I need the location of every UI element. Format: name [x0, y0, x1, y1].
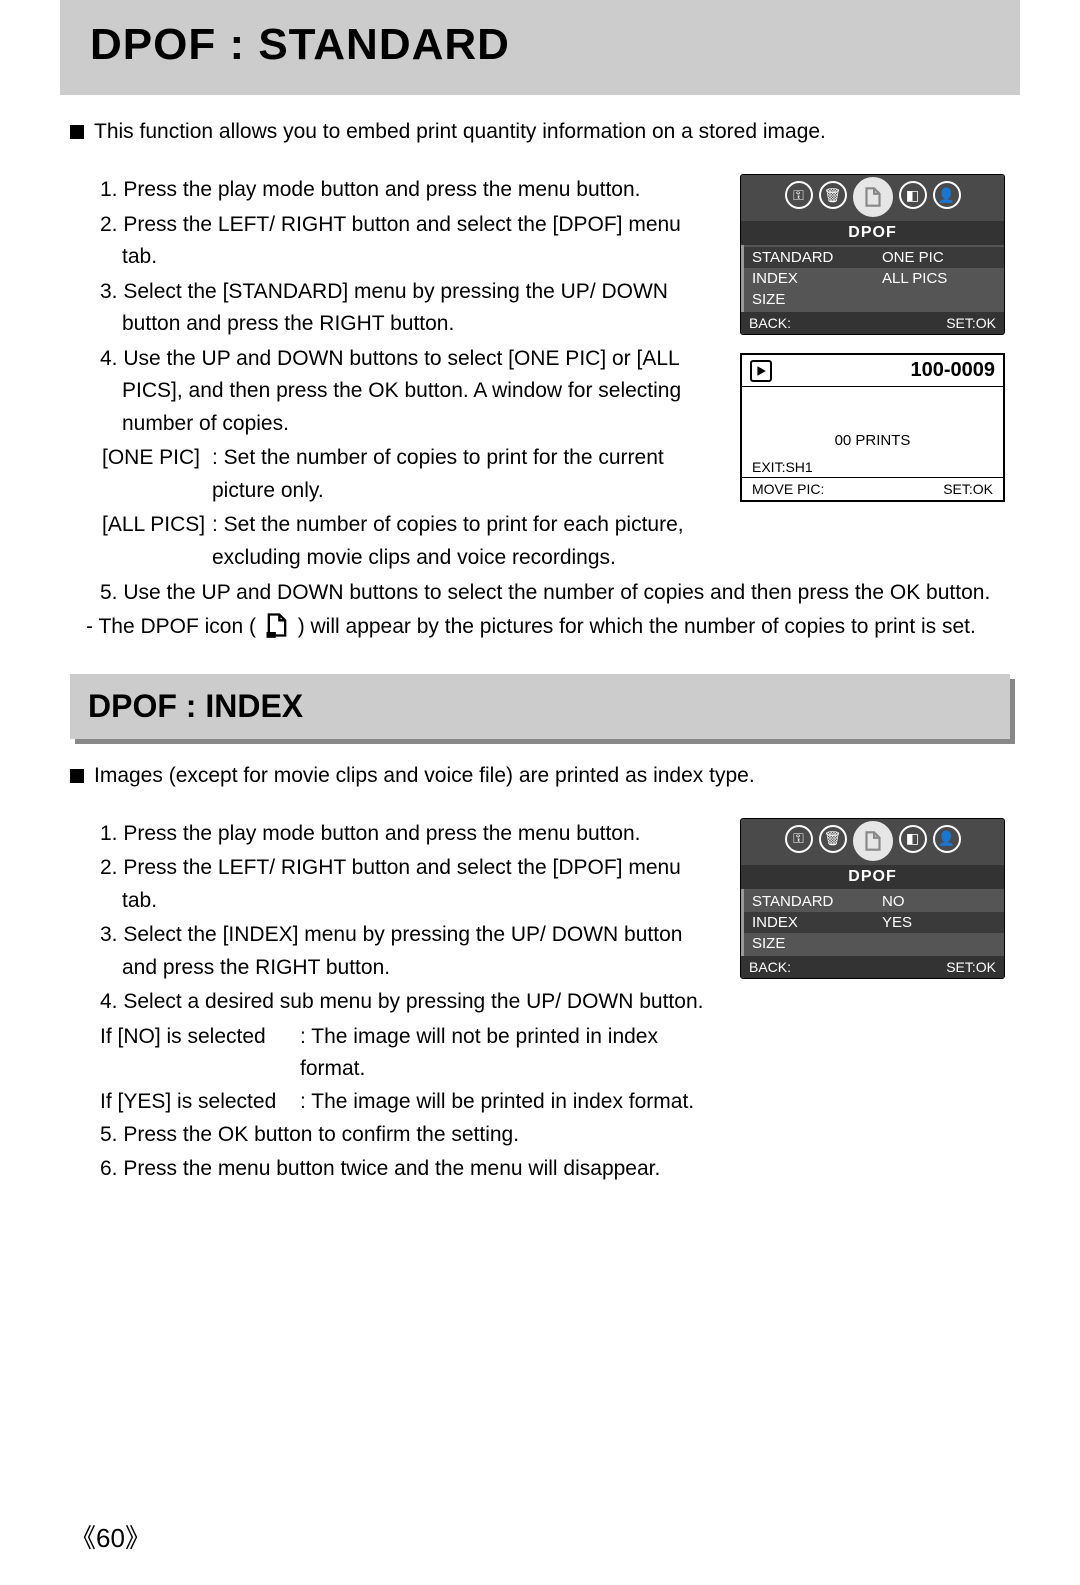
trash-icon: 🗑: [819, 825, 847, 853]
menu-item: ONE PIC: [874, 247, 1004, 268]
dpof-tab-icon: [853, 821, 893, 861]
step: 2. Press the LEFT/ RIGHT button and sele…: [100, 852, 715, 917]
steps-list-2: 1. Press the play mode button and press …: [70, 818, 715, 1019]
intro-line-2: Images (except for movie clips and voice…: [70, 764, 1010, 788]
key-icon: ⚿: [785, 181, 813, 209]
step: 5. Press the OK button to confirm the se…: [100, 1119, 715, 1152]
step: 4. Select a desired sub menu by pressing…: [100, 986, 715, 1019]
menu-header: DPOF: [741, 221, 1004, 245]
menu-item: INDEX: [744, 912, 874, 933]
if-val: : The image will not be printed in index…: [300, 1021, 715, 1086]
section-title-standard: DPOF : STANDARD: [60, 0, 1020, 95]
footer-back: BACK:: [749, 959, 791, 975]
menu-item: SIZE: [744, 933, 874, 954]
sub-key: [ALL PICS]: [102, 509, 212, 574]
menu-item: STANDARD: [744, 247, 874, 268]
if-row: If [NO] is selected : The image will not…: [70, 1021, 715, 1086]
dpof-tab-icon: [853, 177, 893, 217]
menu-header: DPOF: [741, 865, 1004, 889]
square-bullet-icon: [70, 769, 84, 783]
menu-item: SIZE: [744, 289, 874, 310]
dpof-doc-icon: [262, 611, 292, 639]
step: 3. Select the [STANDARD] menu by pressin…: [100, 276, 715, 341]
sub-definition: [ONE PIC] : Set the number of copies to …: [70, 442, 715, 507]
footer-set: SET:OK: [943, 481, 993, 497]
footer-set: SET:OK: [946, 959, 996, 975]
step: 4. Use the UP and DOWN buttons to select…: [100, 343, 715, 441]
slideshow-icon: ◧: [899, 181, 927, 209]
menu-icon-row: ⚿ 🗑 ◧ 👤: [741, 819, 1004, 865]
camera-menu-index: ⚿ 🗑 ◧ 👤 DPOF STANDARD INDEX SIZE: [740, 818, 1005, 979]
key-icon: ⚿: [785, 825, 813, 853]
intro-text: Images (except for movie clips and voice…: [94, 764, 755, 788]
dpof-icon-note: - The DPOF icon ( ) will appear by the p…: [70, 611, 1010, 644]
person-icon: 👤: [933, 181, 961, 209]
person-icon: 👤: [933, 825, 961, 853]
exit-label: EXIT:SH1: [742, 457, 1003, 477]
slideshow-icon: ◧: [899, 825, 927, 853]
square-bullet-icon: [70, 125, 84, 139]
menu-item: [874, 933, 1004, 954]
steps-continued: 5. Use the UP and DOWN buttons to select…: [70, 577, 1010, 610]
play-icon: [750, 360, 772, 382]
menu-item: INDEX: [744, 268, 874, 289]
step: 3. Select the [INDEX] menu by pressing t…: [100, 919, 715, 984]
steps-continued-2: 5. Press the OK button to confirm the se…: [70, 1119, 715, 1186]
camera-menu-standard: ⚿ 🗑 ◧ 👤 DPOF STANDARD INDEX SIZE: [740, 174, 1005, 335]
if-row: If [YES] is selected : The image will be…: [70, 1086, 715, 1119]
steps-list-1: 1. Press the play mode button and press …: [70, 174, 715, 440]
title-text: DPOF : INDEX: [88, 688, 992, 725]
if-key: If [YES] is selected: [100, 1086, 300, 1119]
sub-definition: [ALL PICS] : Set the number of copies to…: [70, 509, 715, 574]
menu-item: STANDARD: [744, 891, 874, 912]
menu-item: YES: [874, 912, 1004, 933]
step: 1. Press the play mode button and press …: [100, 174, 715, 207]
sub-val: : Set the number of copies to print for …: [212, 442, 715, 507]
step: 5. Use the UP and DOWN buttons to select…: [100, 577, 1010, 610]
prints-window: 100-0009 00 PRINTS EXIT:SH1 MOVE PIC: SE…: [740, 353, 1005, 502]
menu-item: [874, 289, 1004, 310]
section-title-index: DPOF : INDEX: [70, 674, 1010, 739]
step: 1. Press the play mode button and press …: [100, 818, 715, 851]
sub-key: [ONE PIC]: [102, 442, 212, 507]
footer-set: SET:OK: [946, 315, 996, 331]
image-number: 100-0009: [910, 359, 995, 382]
sub-val: : Set the number of copies to print for …: [212, 509, 715, 574]
intro-line-1: This function allows you to embed print …: [70, 120, 1010, 144]
page-num-value: 60: [96, 1523, 125, 1553]
menu-item: ALL PICS: [874, 268, 1004, 289]
menu-icon-row: ⚿ 🗑 ◧ 👤: [741, 175, 1004, 221]
footer-back: BACK:: [749, 315, 791, 331]
note-suffix: ) will appear by the pictures for which …: [298, 615, 976, 638]
intro-text: This function allows you to embed print …: [94, 120, 826, 144]
note-prefix: - The DPOF icon (: [86, 615, 256, 638]
page-number: 《60》: [70, 1518, 151, 1555]
if-val: : The image will be printed in index for…: [300, 1086, 715, 1119]
if-key: If [NO] is selected: [100, 1021, 300, 1086]
menu-item: NO: [874, 891, 1004, 912]
prints-count: 00 PRINTS: [742, 387, 1003, 457]
step: 6. Press the menu button twice and the m…: [100, 1153, 715, 1186]
title-text: DPOF : STANDARD: [90, 20, 1000, 70]
footer-move: MOVE PIC:: [752, 481, 824, 497]
trash-icon: 🗑: [819, 181, 847, 209]
step: 2. Press the LEFT/ RIGHT button and sele…: [100, 209, 715, 274]
